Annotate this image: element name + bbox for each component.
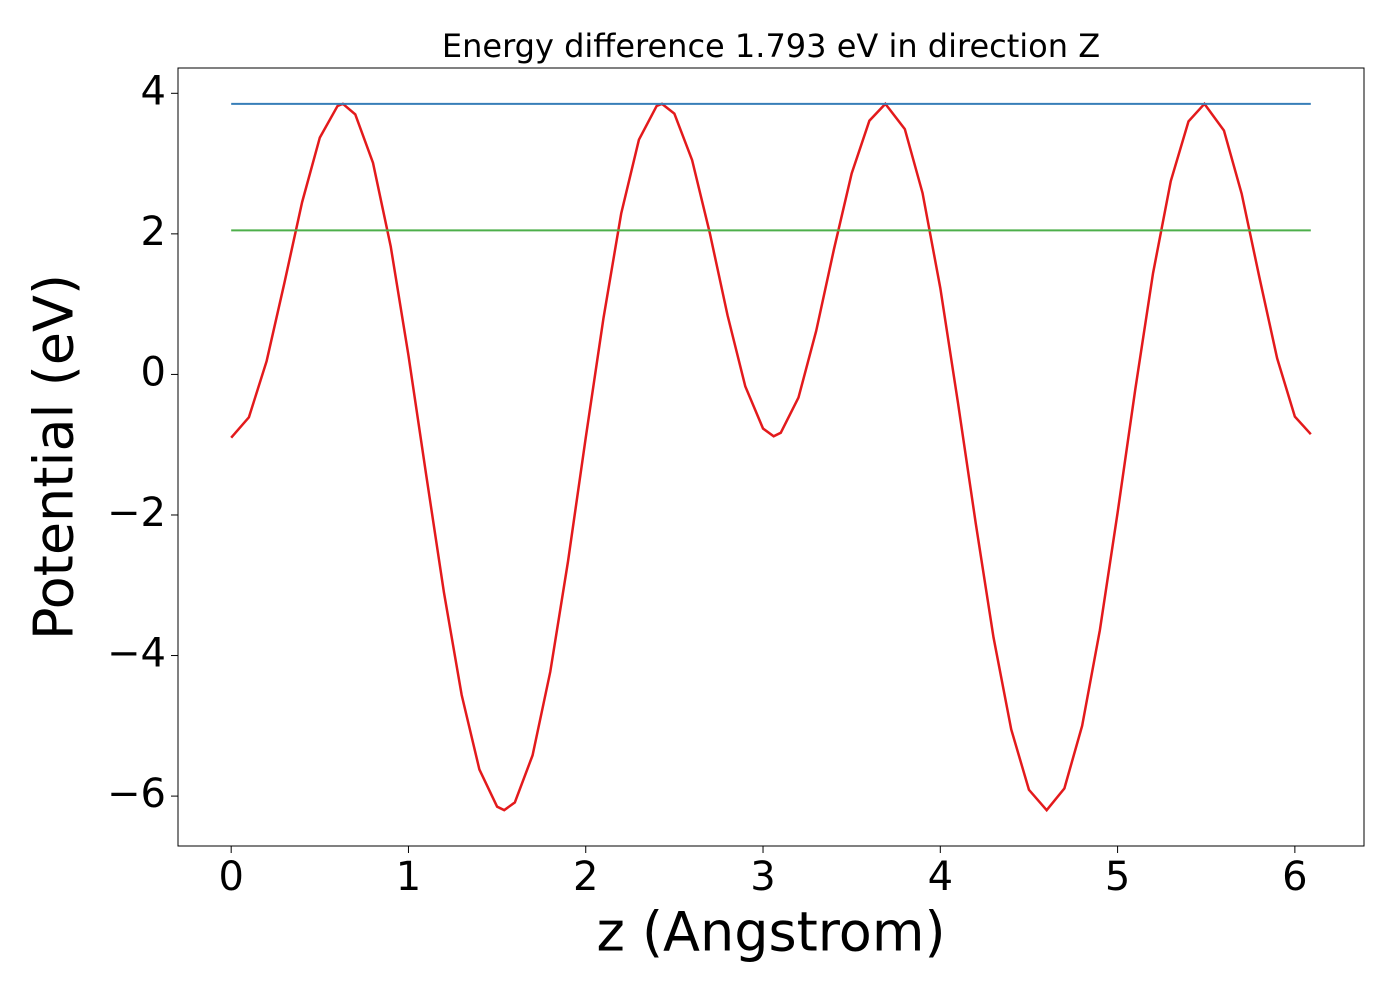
chart-title: Energy difference 1.793 eV in direction …	[442, 27, 1100, 65]
x-tick-label: 3	[750, 854, 775, 900]
x-axis-label: z (Angstrom)	[596, 901, 945, 964]
plot-frame	[177, 67, 1365, 847]
x-tick-label: 0	[218, 854, 243, 900]
y-tick-label: −6	[107, 771, 166, 817]
x-tick-label: 6	[1282, 854, 1307, 900]
y-tick-label: −2	[107, 490, 166, 536]
y-tick-label: 0	[141, 349, 166, 395]
y-axis-label: Potential (eV)	[23, 274, 86, 640]
x-tick-label: 5	[1105, 854, 1130, 900]
y-tick-label: −4	[107, 631, 166, 677]
x-tick-label: 1	[396, 854, 421, 900]
line-series	[230, 101, 1312, 813]
y-tick-label: 2	[141, 209, 166, 255]
x-tick-label: 2	[573, 854, 598, 900]
y-tick-label: 4	[141, 68, 166, 114]
x-tick-label: 4	[928, 854, 953, 900]
